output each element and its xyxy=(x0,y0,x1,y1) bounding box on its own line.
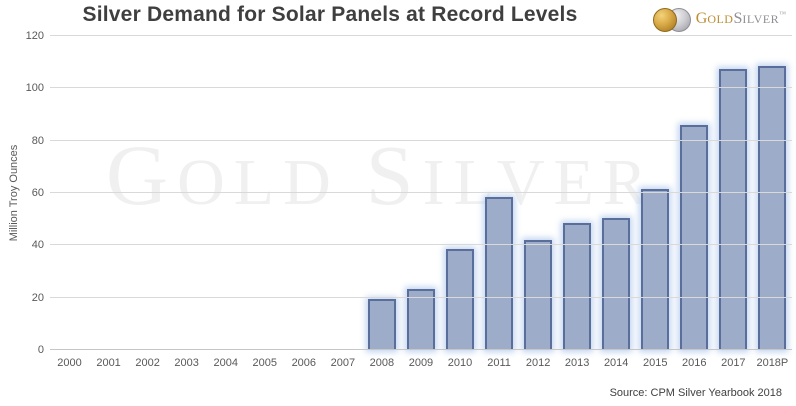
bars-container xyxy=(50,36,792,350)
bar-2015 xyxy=(641,189,670,350)
chart-title: Silver Demand for Solar Panels at Record… xyxy=(82,3,578,26)
x-tick-label-2004: 2004 xyxy=(213,357,238,369)
bar-2008 xyxy=(367,298,396,350)
y-axis-title: Million Troy Ounces xyxy=(8,144,20,242)
bar-slot-2012 xyxy=(519,36,558,350)
gridline-0 xyxy=(50,349,792,350)
logo-wordmark: GOLDSILVER™ xyxy=(696,10,786,28)
gridline-120 xyxy=(50,35,792,36)
bar-slot-2015 xyxy=(636,36,675,350)
watermark-silver-rest: ILVER xyxy=(422,146,656,219)
bar-slot-2005 xyxy=(245,36,284,350)
source-note: Source: CPM Silver Yearbook 2018 xyxy=(609,387,782,399)
bar-slot-2006 xyxy=(284,36,323,350)
bar-slot-2016 xyxy=(675,36,714,350)
x-tick-label-2009: 2009 xyxy=(408,357,434,369)
gridline-100 xyxy=(50,87,792,89)
bar-slot-2011 xyxy=(480,36,519,350)
bar-slot-2017 xyxy=(714,36,753,350)
bar-slot-2009 xyxy=(401,36,440,350)
x-tick-label-2001: 2001 xyxy=(96,357,121,369)
gridline-40 xyxy=(50,244,792,246)
x-tick-label-2014: 2014 xyxy=(603,357,629,369)
y-tick-label-60: 60 xyxy=(31,187,44,199)
watermark-gold-rest: OLD xyxy=(177,146,340,219)
bar-2018P xyxy=(758,66,787,350)
gridline-20 xyxy=(50,296,792,298)
bar-slot-2010 xyxy=(440,36,479,350)
x-tick-label-2006: 2006 xyxy=(291,357,317,369)
trademark-symbol: ™ xyxy=(779,10,786,18)
x-tick-label-2018P: 2018P xyxy=(756,357,789,369)
bar-2011 xyxy=(485,196,514,350)
x-tick-label-2005: 2005 xyxy=(252,357,277,369)
y-tick-label-0: 0 xyxy=(37,344,44,356)
x-tick-label-2002: 2002 xyxy=(135,357,160,369)
y-tick-label-40: 40 xyxy=(31,239,44,252)
x-tick-label-2010: 2010 xyxy=(447,357,473,369)
bar-slot-2001 xyxy=(89,36,128,350)
bar-slot-2007 xyxy=(323,36,362,350)
logo-silver-initial: S xyxy=(733,10,743,27)
coins-icon xyxy=(652,7,691,32)
x-tick-label-2000: 2000 xyxy=(57,357,82,369)
bar-slot-2014 xyxy=(597,36,636,350)
bar-slot-2008 xyxy=(362,36,401,350)
bar-slot-2018P xyxy=(753,36,792,350)
y-tick-label-20: 20 xyxy=(31,291,44,304)
bar-slot-2013 xyxy=(558,36,597,350)
bar-2014 xyxy=(602,217,631,350)
logo-gold-rest: OLD xyxy=(707,12,734,26)
x-tick-label-2003: 2003 xyxy=(174,357,199,369)
bar-2013 xyxy=(563,223,592,350)
plot-area xyxy=(50,35,792,350)
bar-2016 xyxy=(680,124,709,350)
x-tick-label-2012: 2012 xyxy=(525,357,551,369)
bar-2017 xyxy=(719,68,748,350)
watermark-gold-initial: G xyxy=(106,127,178,223)
y-axis-ticks: 0 20 40 60 80 100 120 xyxy=(0,30,44,356)
goldsilver-logo: GOLDSILVER™ xyxy=(652,6,786,32)
bar-2012 xyxy=(524,240,553,350)
x-tick-label-2016: 2016 xyxy=(682,357,707,369)
gridline-60 xyxy=(50,192,792,193)
bar-slot-2003 xyxy=(167,36,206,350)
bar-slot-2004 xyxy=(206,36,245,350)
logo-silver-rest: ILVER xyxy=(742,12,780,26)
watermark: GOLD SILVER xyxy=(106,132,656,218)
x-tick-label-2017: 2017 xyxy=(721,357,746,369)
y-tick-label-80: 80 xyxy=(31,134,44,147)
x-axis-labels: 2000 2001 2002 2003 2004 2005 2006 2007 2008 2009… xyxy=(50,357,792,369)
bar-slot-2002 xyxy=(128,36,167,350)
x-tick-label-2015: 2015 xyxy=(642,357,668,369)
y-tick-label-120: 120 xyxy=(25,30,44,42)
x-tick-label-2013: 2013 xyxy=(564,357,590,369)
x-tick-label-2008: 2008 xyxy=(369,357,395,369)
logo-gold-initial: G xyxy=(695,10,708,27)
y-tick-label-100: 100 xyxy=(25,82,44,95)
gold-coin-icon xyxy=(652,8,677,32)
x-tick-label-2011: 2011 xyxy=(487,357,511,369)
gridline-80 xyxy=(50,139,792,141)
bar-slot-2000 xyxy=(50,36,89,350)
bar-2009 xyxy=(406,288,435,350)
bar-2010 xyxy=(445,249,474,350)
x-tick-label-2007: 2007 xyxy=(330,357,356,369)
watermark-silver-initial: S xyxy=(365,127,423,223)
